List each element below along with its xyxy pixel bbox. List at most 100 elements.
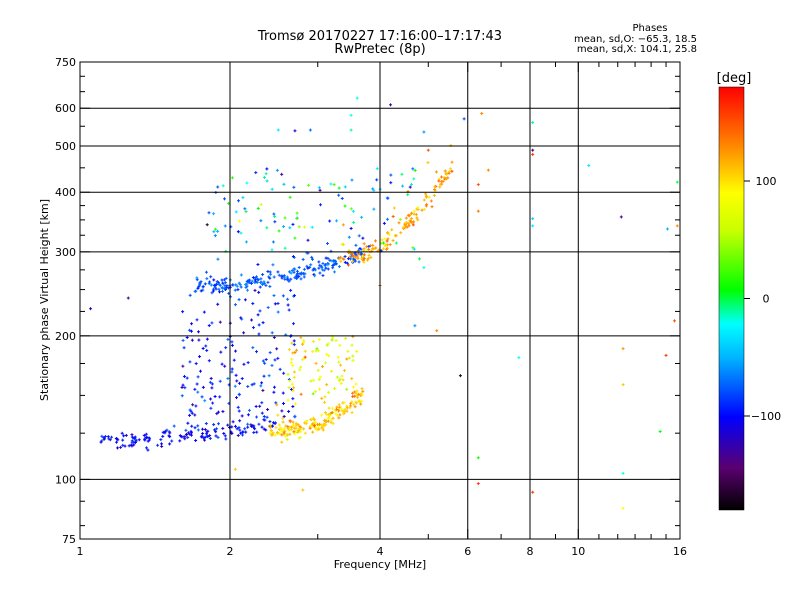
data-point [391,239,395,243]
data-point [355,349,359,353]
x-tick-label: 16 [673,545,687,558]
x-tick-label: 6 [464,545,471,558]
data-point [296,272,300,276]
data-point [326,416,330,420]
data-point [119,445,123,449]
data-point [287,270,291,274]
phase-legend-title: Phases [632,23,667,34]
data-point [305,419,309,423]
data-point [262,176,266,180]
data-point [146,439,150,443]
data-point [122,434,126,438]
data-point [447,171,451,175]
data-point [276,431,280,435]
data-point [385,196,389,200]
data-point [283,429,287,433]
data-point [204,422,208,426]
data-point [290,382,294,386]
data-point [188,432,192,436]
data-point [218,290,222,294]
data-point [318,387,322,391]
data-point [330,418,334,422]
data-point [369,255,373,259]
data-point [212,230,216,234]
data-point [323,411,327,415]
data-point [333,408,337,412]
data-point [245,181,249,185]
data-point [371,247,375,251]
data-point [236,288,240,292]
data-point [324,361,328,365]
data-point [161,434,165,438]
data-point [297,225,301,229]
data-point [249,423,253,427]
data-point [362,247,366,251]
data-point [253,280,257,284]
data-point [299,277,303,281]
data-point [348,406,352,410]
data-point [476,209,480,213]
data-point [318,188,322,192]
data-point [274,401,278,405]
data-point [388,243,392,247]
data-point [331,422,335,426]
data-point [416,206,420,210]
data-point [310,417,314,421]
data-point [311,257,315,261]
data-point [422,198,426,202]
data-point [302,427,306,431]
data-point [235,427,239,431]
data-point [317,427,321,431]
data-point [351,209,355,213]
data-point [326,256,330,260]
data-point [208,436,212,440]
data-point [233,384,237,388]
data-point [349,226,353,230]
data-point [288,226,292,230]
data-point [343,255,347,259]
data-point [367,247,371,251]
data-point [317,186,321,190]
data-point [217,422,221,426]
data-point [268,276,272,280]
data-point [280,172,284,176]
data-point [292,343,296,347]
data-point [201,285,205,289]
data-point [203,399,207,403]
data-point [531,121,535,125]
data-point [328,414,332,418]
data-point [449,143,453,147]
data-point [291,322,295,326]
data-point [349,207,353,211]
data-point [273,358,277,362]
data-point [272,212,276,216]
data-point [213,428,217,432]
data-point [236,230,240,234]
data-point [108,438,112,442]
data-point [257,323,261,327]
data-point [188,328,192,332]
data-point [230,370,234,374]
data-point [182,346,186,350]
data-point [301,257,305,261]
data-point [415,216,419,220]
data-point [340,409,344,413]
data-point [295,216,299,220]
data-point [410,182,414,186]
data-point [338,255,342,259]
data-point [309,379,313,383]
data-point [287,348,291,352]
data-point [277,229,281,233]
x-tick-label: 2 [227,545,234,558]
data-point [337,186,341,190]
data-point [230,367,234,371]
data-point [343,369,347,373]
data-point [450,169,454,173]
data-point [375,167,379,171]
data-point [334,338,338,342]
data-point [361,236,365,240]
data-point [658,430,662,434]
data-point [303,225,307,229]
data-point [337,416,341,420]
data-point [216,302,220,306]
